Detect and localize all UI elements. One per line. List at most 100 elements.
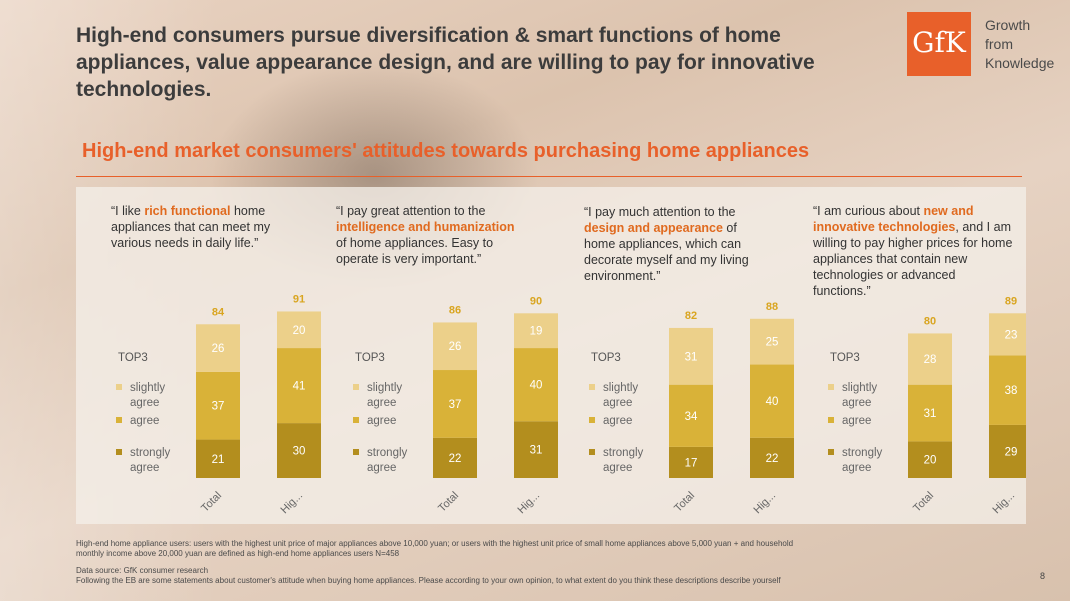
bar-value-2-1-2: 37 (449, 399, 462, 411)
legend-swatch-2-1 (353, 384, 359, 390)
bar-value-4-2-3: 23 (1005, 329, 1018, 341)
legend-swatch-1-3 (116, 449, 122, 455)
legend-label-2-3a: strongly (367, 447, 408, 459)
quote-4: “I am curious about new and innovative t… (813, 203, 1013, 299)
x-tick-3-2: Hig... (751, 490, 778, 517)
legend-swatch-4-1 (828, 384, 834, 390)
bar-total-4-2: 89 (1005, 295, 1017, 307)
legend-title-3: TOP3 (591, 352, 621, 364)
quote-3-pre: “I pay much attention to the (584, 205, 736, 219)
quote-1: “I like rich functional home appliances … (111, 203, 291, 251)
bar-4-2-slightly-agree (989, 313, 1026, 356)
footnote-definition: High-end home appliance users: users wit… (76, 539, 794, 558)
bar-value-1-2-2: 41 (293, 381, 306, 393)
legend-label-1-1a: slightly (130, 382, 165, 394)
legend-label-3-2: agree (603, 415, 632, 427)
logo-tagline-line2: from (985, 36, 1013, 52)
x-tick-2-2: Hig... (515, 490, 542, 517)
bar-3-2-agree (750, 364, 794, 438)
legend-title-4: TOP3 (830, 352, 860, 364)
x-tick-4-1: Total (911, 490, 936, 515)
bar-total-2-2: 90 (530, 295, 542, 307)
bar-total-3-1: 82 (685, 310, 697, 322)
bar-value-4-1-3: 28 (924, 354, 937, 366)
quote-2-post: of home appliances. Easy to operate is v… (336, 236, 494, 266)
bar-1-1-slightly-agree (196, 324, 240, 372)
bar-total-4-1: 80 (924, 315, 936, 327)
subtitle-rule (76, 176, 1022, 177)
bar-3-1-strongly-agree (669, 446, 713, 478)
bar-4-1-slightly-agree (908, 333, 952, 385)
bar-value-3-2-3: 25 (766, 337, 779, 349)
bar-value-2-2-2: 40 (530, 380, 543, 392)
bar-3-1-slightly-agree (669, 327, 713, 385)
quote-1-pre: “I like (111, 204, 145, 218)
bar-2-2-strongly-agree (514, 421, 558, 478)
bar-value-4-2-1: 29 (1005, 446, 1018, 458)
legend-label-2-3b: agree (367, 462, 396, 474)
quote-2-pre: “I pay great attention to the (336, 204, 486, 218)
legend-swatch-1-1 (116, 384, 122, 390)
legend-label-1-3b: agree (130, 462, 159, 474)
quote-2: “I pay great attention to the intelligen… (336, 203, 526, 267)
bar-value-2-2-3: 19 (530, 326, 543, 338)
bar-1-1-agree (196, 371, 240, 440)
bar-value-4-1-2: 31 (924, 408, 937, 420)
bar-4-2-agree (989, 355, 1026, 425)
bar-value-2-2-1: 31 (530, 445, 543, 457)
legend-swatch-2-3 (353, 449, 359, 455)
legend-title-1: TOP3 (118, 352, 148, 364)
legend-label-4-2: agree (842, 415, 871, 427)
x-tick-1-2: Hig... (278, 490, 305, 517)
bar-value-1-2-3: 20 (293, 325, 306, 337)
legend-title-2: TOP3 (355, 352, 385, 364)
quote-3-highlight: design and appearance (584, 221, 723, 235)
legend-label-3-1b: agree (603, 397, 632, 409)
section-subtitle: High-end market consumers' attitudes tow… (82, 140, 810, 162)
legend-swatch-4-3 (828, 449, 834, 455)
bar-3-2-strongly-agree (750, 437, 794, 478)
bar-4-1-strongly-agree (908, 441, 952, 478)
bar-2-1-strongly-agree (433, 437, 477, 478)
bar-4-1-agree (908, 384, 952, 442)
bar-2-1-slightly-agree (433, 322, 477, 371)
bar-value-1-1-2: 37 (212, 401, 225, 413)
stacked-bar-charts: TOP3 slightly agree agree strongly agree 21 37 2… (116, 293, 1026, 517)
logo-tagline-line3: Knowledge (985, 55, 1055, 71)
legend-label-3-3a: strongly (603, 447, 644, 459)
bar-1-2-strongly-agree (277, 423, 321, 478)
footnote-question: Following the EB are some statements abo… (76, 576, 781, 585)
legend-label-2-2: agree (367, 415, 396, 427)
bar-value-3-1-2: 34 (685, 411, 698, 423)
bar-3-1-agree (669, 384, 713, 447)
bar-2-2-agree (514, 348, 558, 422)
bar-value-1-1-3: 26 (212, 343, 225, 355)
bar-value-3-1-1: 17 (685, 457, 698, 469)
bar-2-2-slightly-agree (514, 313, 558, 349)
gfk-logo-mark: GfK (912, 26, 966, 59)
legend-label-4-1b: agree (842, 397, 871, 409)
legend-label-1-1b: agree (130, 397, 159, 409)
bar-1-1-strongly-agree (196, 439, 240, 478)
x-tick-3-1: Total (672, 490, 697, 515)
x-tick-4-2: Hig... (990, 490, 1017, 517)
bar-value-2-1-3: 26 (449, 341, 462, 353)
x-tick-1-1: Total (199, 490, 224, 515)
bar-2-1-agree (433, 370, 477, 438)
bar-value-2-1-1: 22 (449, 453, 462, 465)
quote-4-post: , and I am willing to pay higher prices … (813, 220, 1013, 298)
quote-1-highlight: rich functional (144, 204, 231, 218)
legend-label-3-3b: agree (603, 462, 632, 474)
bar-total-1-1: 84 (212, 306, 225, 318)
legend-label-1-3a: strongly (130, 447, 171, 459)
bar-value-4-1-1: 20 (924, 455, 937, 467)
bar-value-1-2-1: 30 (293, 446, 306, 458)
legend-label-1-2: agree (130, 415, 159, 427)
bar-value-3-2-2: 40 (766, 396, 779, 408)
footnote-source: Data source: GfK consumer research (76, 566, 209, 575)
bar-value-3-2-1: 22 (766, 453, 779, 465)
legend-label-4-1a: slightly (842, 382, 877, 394)
legend-label-4-3a: strongly (842, 447, 883, 459)
legend-swatch-2-2 (353, 417, 359, 423)
legend-label-2-1b: agree (367, 397, 396, 409)
